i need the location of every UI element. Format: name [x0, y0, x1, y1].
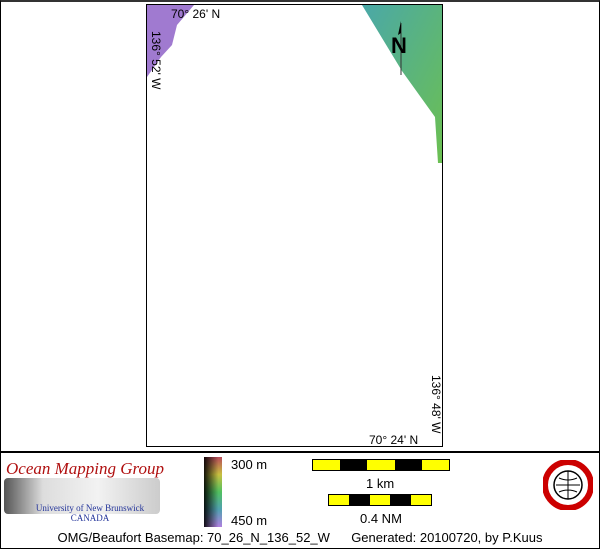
bathymetry-deep-patch	[147, 5, 194, 77]
footer: OMG/Beaufort Basemap: 70_26_N_136_52_W G…	[0, 530, 600, 545]
scale-bar-km	[312, 459, 450, 471]
panel-divider	[0, 451, 600, 453]
unb-name: University of New Brunswick	[35, 503, 145, 513]
depth-colorbar-shading	[204, 457, 222, 527]
latitude-top-label: 70° 26' N	[171, 7, 221, 21]
scale-nm-label: 0.4 NM	[360, 511, 402, 526]
unb-seal-icon	[543, 460, 593, 510]
longitude-left-label: 136° 52' W	[149, 31, 163, 90]
bathymetry-shallow-patch	[362, 5, 442, 163]
scale-km-label: 1 km	[366, 476, 395, 491]
scale-bar-nm	[328, 494, 432, 506]
unb-country: CANADA	[70, 513, 110, 523]
latitude-bottom-label: 70° 24' N	[369, 433, 419, 447]
longitude-right-label: 136° 48' W	[429, 375, 443, 434]
basemap-caption: OMG/Beaufort Basemap: 70_26_N_136_52_W	[57, 530, 330, 545]
depth-max-label: 450 m	[231, 513, 268, 528]
north-arrow-icon	[398, 21, 402, 75]
omg-logo-image	[4, 478, 160, 514]
omg-logo-title: Ocean Mapping Group	[6, 459, 165, 478]
bathymetry-layer	[147, 5, 442, 163]
map-frame[interactable]: 70° 26' N 136° 52' W N 136° 48' W 70° 24…	[146, 4, 443, 447]
generated-caption: Generated: 20100720, by P.Kuus	[351, 530, 543, 545]
depth-min-label: 300 m	[231, 457, 268, 472]
north-arrow-label: N	[391, 33, 407, 58]
